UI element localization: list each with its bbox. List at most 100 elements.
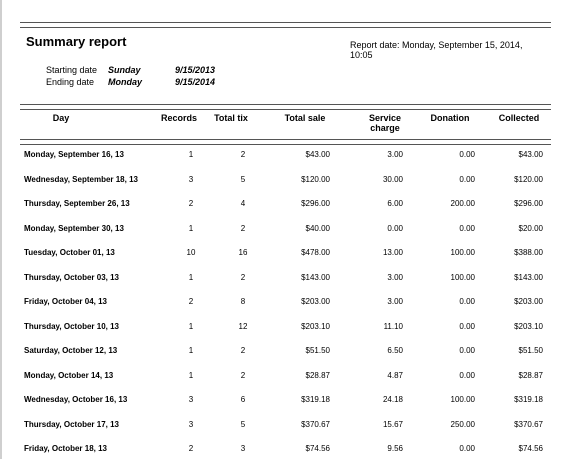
cell-total-tix: 5	[240, 174, 246, 184]
col-header-day: Day	[52, 113, 70, 123]
cell-records: 1	[188, 346, 194, 355]
cell-service-charge: 3.00	[387, 297, 403, 306]
cell-donation: 100.00	[450, 248, 475, 257]
col-header-collected: Collected	[498, 113, 540, 123]
starting-date-value: 9/15/2013	[175, 65, 216, 75]
cell-day: Monday, October 14, 13	[24, 370, 114, 380]
cell-donation: 0.00	[459, 321, 475, 331]
cell-total-tix: 2	[240, 346, 246, 355]
cell-donation: 0.00	[459, 297, 475, 306]
cell-total-tix: 8	[240, 297, 246, 306]
cell-total-sale: $28.87	[305, 370, 330, 380]
cell-total-tix: 2	[240, 370, 246, 380]
cell-day: Friday, October 18, 13	[24, 444, 107, 453]
cell-total-tix: 2	[240, 223, 246, 233]
cell-collected: $370.67	[514, 419, 543, 429]
cell-day: Saturday, October 12, 13	[24, 346, 118, 355]
col-header-service-charge: Service charge	[369, 113, 401, 133]
ending-date-value: 9/15/2014	[175, 77, 216, 87]
col-header-total-sale: Total sale	[284, 113, 326, 123]
cell-records: 2	[188, 199, 194, 208]
cell-day: Monday, September 16, 13	[24, 150, 124, 159]
ending-date-label: Ending date	[46, 77, 95, 87]
cell-total-tix: 5	[240, 419, 246, 429]
cell-donation: 0.00	[459, 174, 475, 184]
cell-total-sale: $143.00	[301, 272, 330, 282]
cell-service-charge: 11.10	[383, 321, 403, 331]
cell-day: Thursday, September 26, 13	[24, 199, 130, 208]
cell-collected: $20.00	[518, 223, 543, 233]
cell-service-charge: 6.00	[387, 199, 403, 208]
cell-service-charge: 13.00	[382, 248, 403, 257]
cell-day: Thursday, October 03, 13	[24, 272, 119, 282]
cell-collected: $203.10	[514, 321, 543, 331]
cell-day: Friday, October 04, 13	[24, 297, 107, 306]
cell-total-sale: $51.50	[305, 346, 330, 355]
cell-donation: 250.00	[450, 419, 475, 429]
cell-day: Wednesday, September 18, 13	[24, 174, 138, 184]
cell-records: 3	[188, 174, 194, 184]
cell-total-tix: 4	[240, 199, 246, 208]
cell-records: 1	[188, 272, 194, 282]
cell-collected: $319.18	[514, 395, 543, 404]
cell-records: 3	[188, 419, 194, 429]
cell-collected: $74.56	[518, 444, 543, 453]
cell-total-tix: 12	[238, 321, 248, 331]
cell-total-sale: $203.00	[301, 297, 330, 306]
cell-records: 10	[186, 248, 196, 257]
cell-day: Monday, September 30, 13	[24, 223, 124, 233]
col-header-donation: Donation	[430, 113, 470, 123]
cell-day: Thursday, October 17, 13	[24, 419, 119, 429]
cell-service-charge: 0.00	[387, 223, 403, 233]
cell-total-sale: $203.10	[301, 321, 330, 331]
table-header-bottom-rule	[20, 139, 551, 145]
cell-donation: 0.00	[459, 346, 475, 355]
cell-collected: $28.87	[518, 370, 543, 380]
cell-donation: 0.00	[459, 444, 475, 453]
cell-donation: 100.00	[450, 272, 475, 282]
cell-total-tix: 2	[240, 150, 246, 159]
cell-total-tix: 16	[238, 248, 248, 257]
cell-day: Wednesday, October 16, 13	[24, 395, 128, 404]
cell-day: Thursday, October 10, 13	[24, 321, 119, 331]
cell-service-charge: 4.87	[387, 370, 403, 380]
cell-total-sale: $370.67	[301, 419, 330, 429]
cell-records: 1	[188, 321, 194, 331]
cell-total-sale: $296.00	[301, 199, 330, 208]
cell-donation: 100.00	[450, 395, 475, 404]
cell-collected: $120.00	[514, 174, 543, 184]
cell-collected: $143.00	[514, 272, 543, 282]
cell-donation: 0.00	[459, 150, 475, 159]
starting-date-label: Starting date	[46, 65, 98, 75]
report-date: Report date: Monday, September 15, 2014,…	[350, 40, 523, 60]
cell-collected: $51.50	[518, 346, 543, 355]
ending-day: Monday	[108, 77, 143, 87]
page-left-border	[0, 0, 2, 459]
cell-service-charge: 3.00	[387, 272, 403, 282]
cell-collected: $43.00	[518, 150, 543, 159]
cell-total-tix: 3	[240, 444, 246, 453]
header-top-rule	[20, 22, 551, 28]
cell-total-sale: $120.00	[301, 174, 330, 184]
cell-donation: 0.00	[459, 223, 475, 233]
cell-collected: $296.00	[514, 199, 543, 208]
cell-total-sale: $478.00	[301, 248, 330, 257]
starting-day: Sunday	[108, 65, 141, 75]
cell-total-sale: $74.56	[305, 444, 330, 453]
table-header-top-rule	[20, 104, 551, 110]
cell-total-sale: $43.00	[305, 150, 330, 159]
cell-service-charge: 30.00	[382, 174, 403, 184]
cell-records: 1	[188, 150, 194, 159]
cell-service-charge: 6.50	[387, 346, 403, 355]
cell-collected: $203.00	[514, 297, 543, 306]
cell-total-sale: $40.00	[305, 223, 330, 233]
cell-total-tix: 2	[240, 272, 246, 282]
col-header-service-line2: charge	[370, 123, 400, 133]
cell-total-sale: $319.18	[301, 395, 330, 404]
cell-records: 3	[188, 395, 194, 404]
col-header-total-tix: Total tix	[214, 113, 248, 123]
cell-records: 2	[188, 297, 194, 306]
cell-service-charge: 3.00	[387, 150, 403, 159]
col-header-records: Records	[160, 113, 198, 123]
cell-total-tix: 6	[240, 395, 246, 404]
